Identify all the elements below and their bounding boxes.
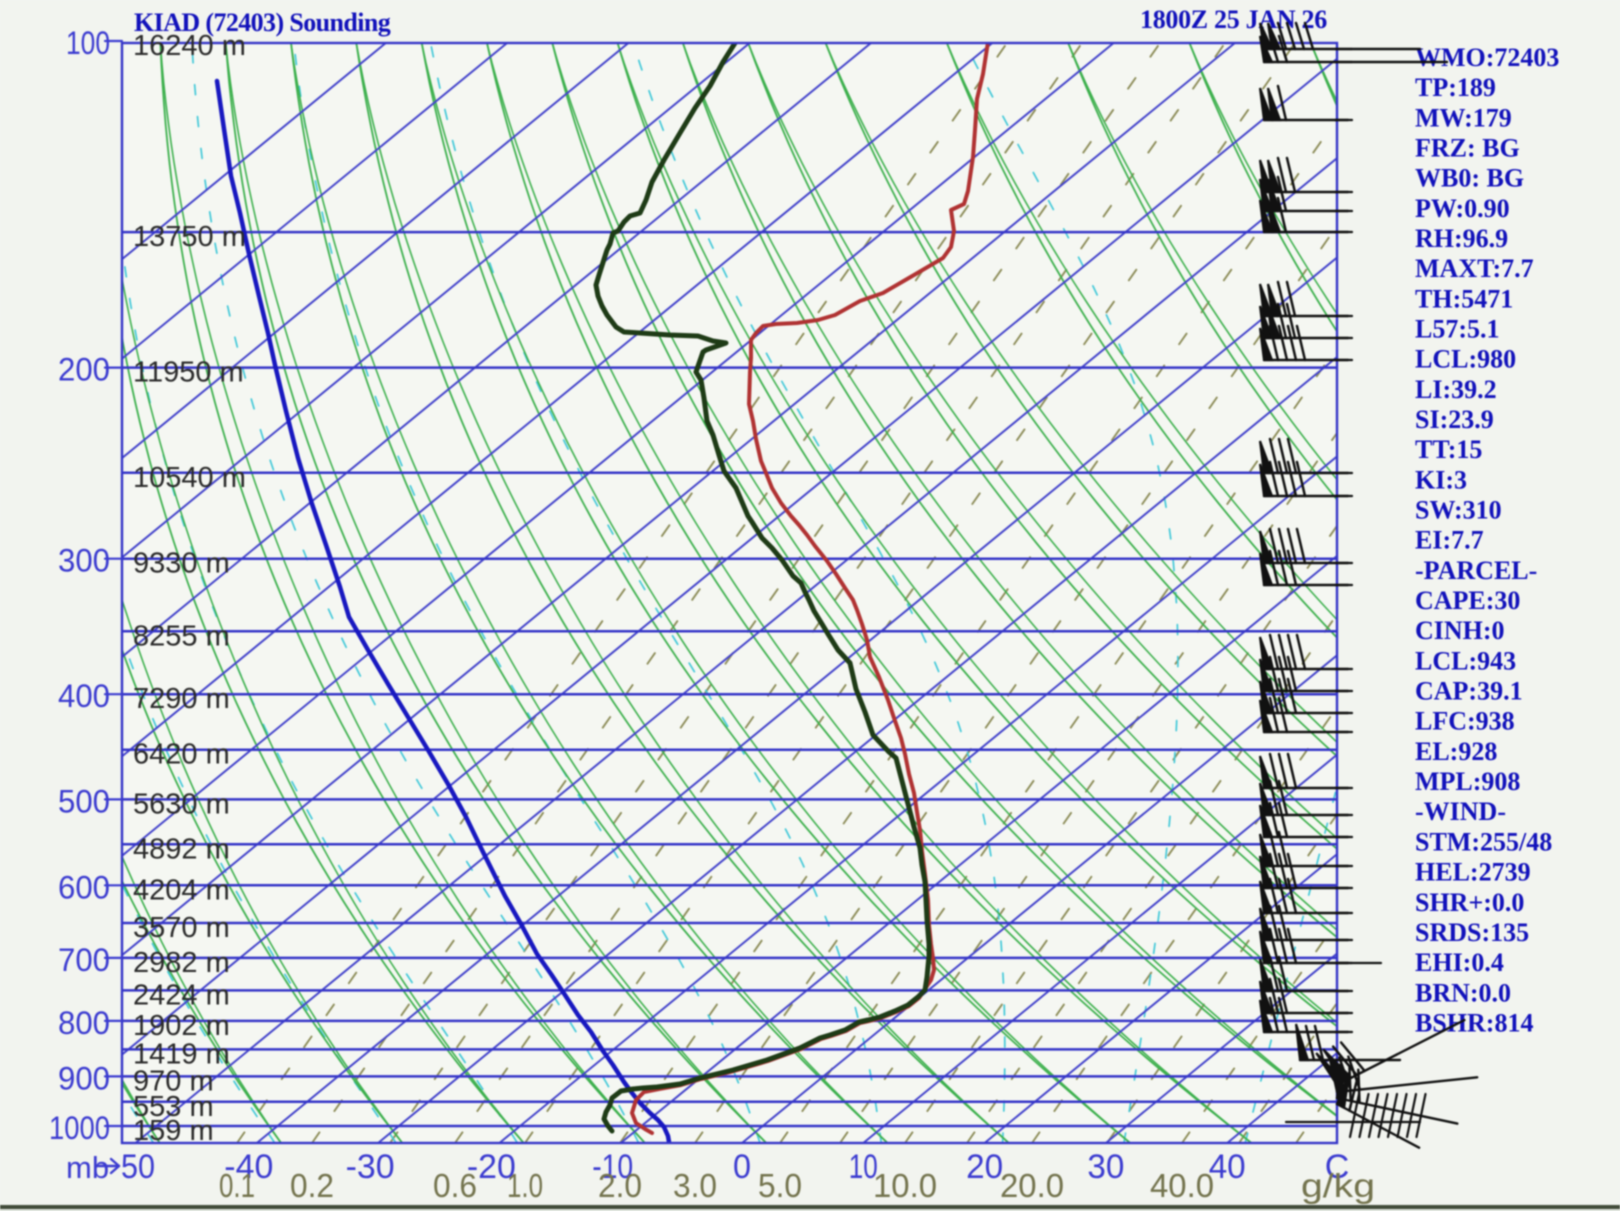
svg-text:600: 600 <box>58 869 110 905</box>
svg-text:20.0: 20.0 <box>1000 1167 1064 1204</box>
svg-text:970 m: 970 m <box>133 1065 214 1097</box>
svg-text:STM:255/48: STM:255/48 <box>1415 827 1552 856</box>
svg-text:4892 m: 4892 m <box>133 833 230 865</box>
svg-text:300: 300 <box>58 543 110 579</box>
svg-text:CAP:39.1: CAP:39.1 <box>1415 677 1523 706</box>
svg-text:1.0: 1.0 <box>507 1167 543 1204</box>
svg-text:KIAD (72403) Sounding: KIAD (72403) Sounding <box>134 8 391 37</box>
svg-text:LFC:938: LFC:938 <box>1415 707 1515 736</box>
svg-text:4204 m: 4204 m <box>133 874 230 906</box>
svg-text:13750 m: 13750 m <box>133 221 246 253</box>
svg-text:50: 50 <box>121 1148 155 1186</box>
svg-text:EHI:0.4: EHI:0.4 <box>1415 948 1504 977</box>
svg-text:1419 m: 1419 m <box>133 1038 230 1070</box>
svg-text:-20: -20 <box>467 1148 516 1186</box>
svg-text:10.0: 10.0 <box>873 1167 937 1204</box>
svg-text:LCL:943: LCL:943 <box>1415 646 1516 675</box>
svg-text:TP:189: TP:189 <box>1415 73 1496 102</box>
svg-text:1000: 1000 <box>49 1110 110 1146</box>
svg-text:HEL:2739: HEL:2739 <box>1415 858 1531 887</box>
svg-text:800: 800 <box>58 1005 110 1041</box>
svg-text:16240 m: 16240 m <box>133 30 246 62</box>
svg-text:MPL:908: MPL:908 <box>1415 767 1520 796</box>
svg-text:KI:3: KI:3 <box>1415 465 1467 494</box>
svg-text:0.1: 0.1 <box>219 1167 255 1204</box>
svg-text:g/kg: g/kg <box>1301 1167 1375 1204</box>
svg-text:WB0: BG: WB0: BG <box>1415 164 1524 193</box>
svg-text:40.0: 40.0 <box>1150 1167 1214 1204</box>
svg-text:LI:39.2: LI:39.2 <box>1415 375 1497 404</box>
svg-text:SHR+:0.0: SHR+:0.0 <box>1415 888 1524 917</box>
svg-text:200: 200 <box>58 352 110 388</box>
svg-text:LCL:980: LCL:980 <box>1415 345 1516 374</box>
svg-text:11950 m: 11950 m <box>133 357 244 389</box>
svg-text:mb: mb <box>66 1150 109 1185</box>
svg-text:FRZ: BG: FRZ: BG <box>1415 134 1520 163</box>
svg-text:3570 m: 3570 m <box>133 912 230 944</box>
svg-text:C: C <box>1325 1148 1350 1186</box>
svg-text:2424 m: 2424 m <box>133 979 230 1011</box>
svg-text:1902 m: 1902 m <box>133 1010 230 1042</box>
svg-text:EI:7.7: EI:7.7 <box>1415 526 1484 555</box>
svg-text:BRN:0.0: BRN:0.0 <box>1415 978 1511 1007</box>
svg-text:L57:5.1: L57:5.1 <box>1415 315 1500 344</box>
svg-text:TH:5471: TH:5471 <box>1415 284 1513 313</box>
svg-text:SRDS:135: SRDS:135 <box>1415 918 1529 947</box>
svg-text:0.6: 0.6 <box>433 1167 477 1204</box>
svg-text:-30: -30 <box>346 1148 395 1186</box>
svg-text:30: 30 <box>1087 1148 1124 1186</box>
svg-text:0.2: 0.2 <box>290 1167 334 1204</box>
svg-text:-PARCEL-: -PARCEL- <box>1415 556 1537 585</box>
svg-text:400: 400 <box>58 678 110 714</box>
svg-text:40: 40 <box>1209 1148 1246 1186</box>
svg-text:553 m: 553 m <box>133 1091 214 1123</box>
svg-text:SW:310: SW:310 <box>1415 496 1502 525</box>
svg-text:900: 900 <box>58 1060 110 1096</box>
svg-text:PW:0.90: PW:0.90 <box>1415 194 1510 223</box>
svg-text:500: 500 <box>58 783 110 819</box>
svg-text:MW:179: MW:179 <box>1415 103 1512 132</box>
svg-text:-WIND-: -WIND- <box>1415 797 1506 826</box>
svg-text:SI:23.9: SI:23.9 <box>1415 405 1494 434</box>
svg-text:1800Z 25 JAN 26: 1800Z 25 JAN 26 <box>1140 5 1327 34</box>
svg-text:TT:15: TT:15 <box>1415 435 1482 464</box>
svg-text:-40: -40 <box>224 1148 273 1186</box>
svg-text:CINH:0: CINH:0 <box>1415 616 1505 645</box>
svg-text:10: 10 <box>849 1148 878 1186</box>
svg-text:MAXT:7.7: MAXT:7.7 <box>1415 254 1534 283</box>
svg-text:-10: -10 <box>592 1148 633 1186</box>
svg-text:6420 m: 6420 m <box>133 739 230 771</box>
svg-text:20: 20 <box>966 1148 1003 1186</box>
svg-text:10540 m: 10540 m <box>133 462 246 494</box>
svg-text:7290 m: 7290 m <box>133 683 230 715</box>
svg-text:8255 m: 8255 m <box>133 620 230 652</box>
svg-text:2.0: 2.0 <box>598 1167 642 1204</box>
svg-text:5.0: 5.0 <box>758 1167 802 1204</box>
svg-text:WMO:72403: WMO:72403 <box>1415 43 1559 72</box>
svg-text:RH:96.9: RH:96.9 <box>1415 224 1508 253</box>
svg-text:5630 m: 5630 m <box>133 788 230 820</box>
svg-text:9330 m: 9330 m <box>133 548 230 580</box>
svg-text:EL:928: EL:928 <box>1415 737 1497 766</box>
svg-text:0: 0 <box>733 1148 751 1186</box>
svg-text:CAPE:30: CAPE:30 <box>1415 586 1520 615</box>
svg-text:BSHR:814: BSHR:814 <box>1415 1008 1533 1037</box>
svg-text:159 m: 159 m <box>133 1115 214 1147</box>
svg-text:3.0: 3.0 <box>673 1167 717 1204</box>
svg-text:700: 700 <box>58 942 110 978</box>
svg-text:2982 m: 2982 m <box>133 947 230 979</box>
svg-text:100: 100 <box>66 25 110 61</box>
